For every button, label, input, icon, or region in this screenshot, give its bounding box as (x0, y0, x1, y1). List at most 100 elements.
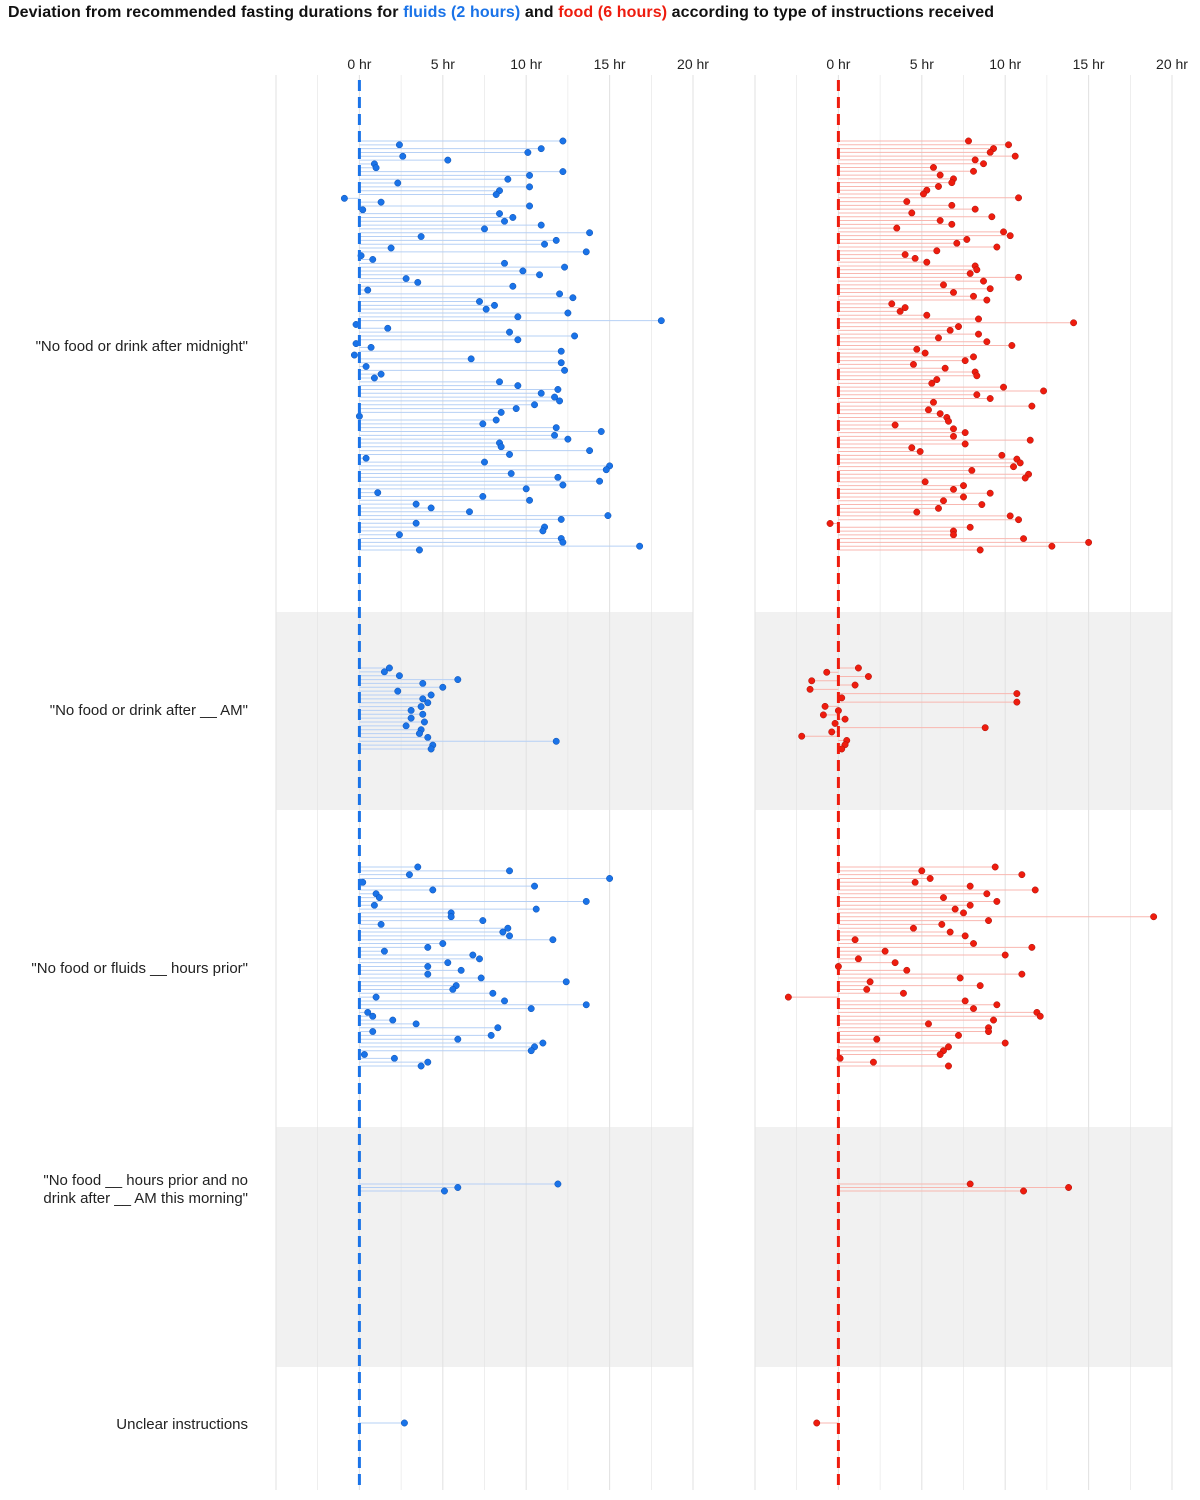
data-point-food (980, 160, 987, 168)
data-point-food (893, 224, 901, 232)
data-point-fluids (554, 1180, 562, 1188)
data-point-fluids (362, 454, 370, 462)
data-point-food (983, 890, 991, 898)
data-point-food (1013, 698, 1021, 706)
data-point-fluids (412, 1020, 420, 1028)
data-point-fluids (657, 317, 665, 325)
category-label: drink after __ AM this morning" (43, 1190, 248, 1207)
data-point-fluids (374, 489, 382, 497)
data-point-food (953, 239, 961, 247)
data-point-food (960, 909, 967, 917)
data-point-fluids (424, 970, 432, 978)
data-point-fluids (504, 924, 512, 932)
data-point-fluids (362, 363, 370, 370)
data-point-food (1028, 943, 1036, 951)
data-point-fluids (537, 389, 545, 397)
data-point-fluids (494, 1024, 502, 1032)
data-point-fluids (400, 1419, 408, 1427)
data-point-fluids (556, 290, 564, 298)
data-point-food (960, 482, 967, 490)
data-point-fluids (405, 871, 413, 879)
data-point-fluids (439, 683, 447, 691)
data-point-fluids (526, 202, 533, 210)
data-point-fluids (539, 527, 547, 535)
data-point-food (945, 1062, 952, 1070)
data-point-food (918, 867, 926, 875)
data-point-food (913, 345, 921, 353)
data-point-fluids (559, 137, 567, 145)
data-point-food (841, 715, 849, 723)
data-point-fluids (412, 519, 420, 527)
data-point-food (908, 444, 916, 452)
title-fluids: fluids (2 hours) (403, 4, 521, 21)
data-point-fluids (551, 393, 559, 401)
data-point-food (983, 338, 991, 346)
data-point-fluids (489, 989, 497, 997)
data-point-food (951, 905, 959, 913)
data-point-food (948, 179, 956, 187)
data-point-food (950, 432, 957, 440)
data-point-food (986, 395, 994, 402)
data-point-food (998, 451, 1006, 459)
data-point-fluids (424, 943, 432, 951)
data-point-fluids (582, 248, 590, 256)
data-point-food (1065, 1184, 1073, 1191)
data-point-food (1085, 538, 1093, 546)
category-label: Unclear instructions (116, 1416, 248, 1433)
title-food: food (6 hours) (558, 4, 668, 21)
data-point-fluids (514, 382, 522, 390)
data-point-food (980, 277, 987, 285)
data-point-fluids (512, 405, 520, 413)
data-point-food (993, 1001, 1001, 1009)
data-point-fluids (561, 263, 569, 271)
data-point-fluids (487, 1031, 495, 1039)
data-point-food (1021, 474, 1029, 482)
data-point-food (1006, 512, 1014, 520)
data-point-food (955, 1031, 962, 1039)
data-point-food (1010, 463, 1017, 471)
data-point-food (971, 205, 979, 213)
data-point-fluids (414, 278, 422, 286)
data-point-fluids (469, 951, 477, 959)
data-point-fluids (424, 733, 432, 741)
title-prefix: Deviation from recommended fasting durat… (8, 4, 404, 21)
data-point-fluids (504, 175, 512, 183)
data-point-fluids (604, 512, 612, 520)
data-point-fluids (497, 408, 505, 416)
data-point-food (873, 1035, 881, 1043)
data-point-food (866, 978, 874, 986)
data-point-food (950, 289, 957, 296)
data-point-fluids (364, 1008, 372, 1016)
data-point-food (1016, 459, 1024, 467)
data-point-food (961, 440, 969, 448)
data-point-food (1150, 913, 1158, 921)
data-point-fluids (421, 718, 428, 726)
data-point-fluids (554, 473, 562, 481)
data-point-food (903, 966, 911, 974)
data-point-fluids (501, 217, 508, 225)
data-point-food (903, 198, 911, 206)
data-point-fluids (531, 882, 538, 890)
data-point-fluids (377, 920, 385, 928)
data-point-fluids (449, 986, 457, 993)
data-point-food (990, 1016, 997, 1024)
data-point-fluids (557, 515, 565, 523)
data-point-fluids (491, 301, 498, 309)
data-point-food (936, 217, 944, 224)
data-point-food (975, 315, 982, 323)
data-point-food (1018, 970, 1026, 978)
data-point-fluids (532, 905, 540, 913)
data-point-food (881, 947, 889, 955)
data-point-fluids (457, 966, 465, 974)
data-point-fluids (492, 416, 500, 424)
data-point-food (970, 167, 977, 175)
data-point-food (808, 677, 816, 685)
data-point-fluids (479, 493, 487, 500)
data-point-food (966, 882, 974, 890)
data-point-food (891, 421, 899, 429)
data-point-food (784, 993, 792, 1001)
data-point-fluids (394, 687, 402, 695)
data-point-food (925, 1020, 932, 1028)
data-point-fluids (527, 1047, 535, 1055)
data-point-food (1011, 152, 1019, 160)
